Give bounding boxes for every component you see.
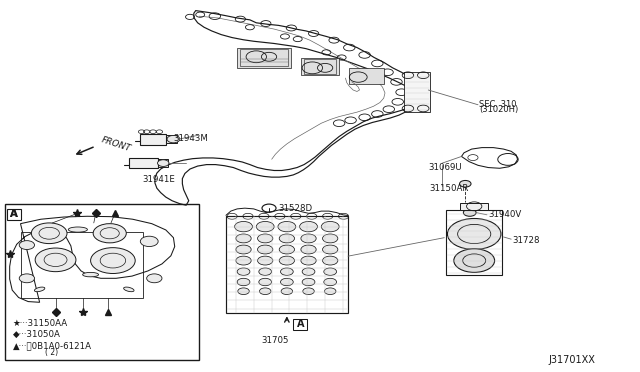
Text: 31941E: 31941E (143, 175, 176, 184)
Bar (460, 203, 488, 210)
Text: 31069U: 31069U (428, 163, 462, 172)
Circle shape (31, 223, 67, 244)
Circle shape (302, 278, 315, 286)
Bar (404, 71, 429, 112)
Bar (7, 209, 21, 220)
Circle shape (302, 268, 315, 275)
Text: 31528D: 31528D (278, 203, 312, 213)
Circle shape (237, 278, 250, 286)
Ellipse shape (35, 287, 45, 292)
Circle shape (257, 234, 273, 243)
Circle shape (323, 234, 338, 243)
Text: 31728: 31728 (513, 236, 540, 245)
Circle shape (147, 274, 162, 283)
Circle shape (323, 245, 338, 254)
Circle shape (259, 278, 271, 286)
Text: ★···31150AA: ★···31150AA (13, 319, 68, 328)
Text: ◆···31050A: ◆···31050A (13, 330, 61, 339)
Circle shape (237, 268, 250, 275)
Text: A: A (10, 209, 18, 219)
Circle shape (19, 241, 35, 250)
Circle shape (278, 221, 296, 232)
Text: J31701XX: J31701XX (548, 355, 595, 365)
Bar (293, 319, 307, 330)
Bar (4, 205, 199, 359)
Circle shape (236, 234, 251, 243)
Circle shape (280, 268, 293, 275)
Circle shape (321, 221, 339, 232)
Bar (166, 135, 177, 143)
Text: FRONT: FRONT (100, 135, 132, 153)
Circle shape (280, 278, 293, 286)
Circle shape (257, 256, 273, 265)
Circle shape (235, 221, 252, 232)
Circle shape (447, 218, 501, 250)
Circle shape (281, 288, 292, 295)
Circle shape (460, 180, 471, 187)
Circle shape (324, 278, 337, 286)
Text: 31940V: 31940V (488, 210, 522, 219)
Ellipse shape (124, 287, 134, 292)
Circle shape (259, 288, 271, 295)
Text: A: A (10, 209, 17, 219)
Circle shape (236, 245, 251, 254)
Text: ( 2): ( 2) (45, 349, 58, 357)
Circle shape (256, 221, 274, 232)
Ellipse shape (68, 227, 88, 232)
Circle shape (324, 268, 337, 275)
Circle shape (35, 248, 76, 272)
Circle shape (93, 224, 126, 243)
Circle shape (301, 234, 316, 243)
Circle shape (279, 234, 294, 243)
Text: 31943M: 31943M (173, 134, 208, 143)
Bar (301, 58, 339, 75)
Text: 31705: 31705 (262, 336, 289, 345)
Bar (349, 68, 384, 84)
Bar (446, 210, 502, 275)
Circle shape (324, 288, 336, 295)
Circle shape (323, 256, 338, 265)
Circle shape (167, 135, 180, 143)
Text: A: A (296, 320, 304, 330)
Text: (31020H): (31020H) (479, 105, 518, 115)
Bar (20, 232, 143, 298)
Bar (237, 48, 291, 68)
Circle shape (300, 221, 317, 232)
Bar (157, 160, 168, 167)
Bar (226, 215, 348, 313)
Circle shape (301, 256, 316, 265)
Text: ▲···ⓑ0B1A0-6121A: ▲···ⓑ0B1A0-6121A (13, 341, 92, 350)
Circle shape (303, 288, 314, 295)
Circle shape (157, 160, 169, 166)
Circle shape (19, 274, 35, 283)
Circle shape (257, 245, 273, 254)
Circle shape (454, 249, 495, 272)
Circle shape (140, 236, 158, 247)
Bar (129, 158, 157, 168)
Circle shape (279, 245, 294, 254)
Circle shape (238, 288, 249, 295)
Ellipse shape (83, 272, 99, 277)
Circle shape (301, 245, 316, 254)
Circle shape (91, 248, 135, 273)
Bar (140, 134, 166, 145)
Circle shape (279, 256, 294, 265)
Bar (304, 59, 336, 74)
Bar (241, 49, 288, 66)
Circle shape (236, 256, 251, 265)
Text: 31150AR: 31150AR (429, 185, 469, 193)
Circle shape (259, 268, 271, 275)
Circle shape (463, 209, 476, 216)
Text: SEC. 310: SEC. 310 (479, 100, 517, 109)
